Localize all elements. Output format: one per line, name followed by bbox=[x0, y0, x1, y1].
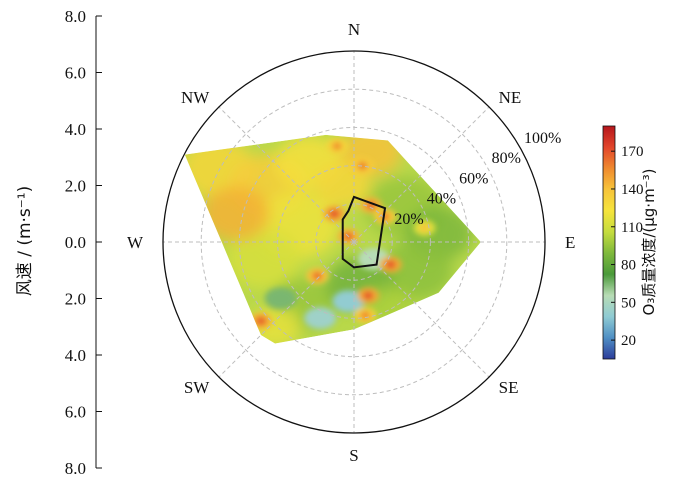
field-patch bbox=[379, 240, 453, 300]
y-tick-label: 8.0 bbox=[65, 459, 86, 478]
ring-label: 40% bbox=[427, 191, 456, 208]
field-patch bbox=[227, 229, 301, 289]
hotspot bbox=[385, 260, 396, 269]
direction-label: N bbox=[348, 20, 360, 39]
field-patch bbox=[201, 186, 270, 241]
grid-ring bbox=[277, 165, 431, 319]
direction-label: E bbox=[565, 233, 575, 252]
direction-label: NE bbox=[499, 88, 522, 107]
ring-label: 20% bbox=[394, 211, 423, 228]
low-spot bbox=[264, 287, 297, 310]
hotspot bbox=[363, 291, 374, 300]
y-tick-label: 6.0 bbox=[65, 64, 86, 83]
colorbar-tick-label: 110 bbox=[621, 220, 643, 236]
colorbar: 20 50 80 110 140 170 O₃质量浓度/(μg·m⁻³) bbox=[602, 125, 658, 360]
ring-label: 80% bbox=[492, 150, 521, 167]
direction-label: S bbox=[349, 446, 358, 465]
concentration-field bbox=[184, 134, 481, 344]
grid-spoke bbox=[218, 106, 355, 243]
y-tick-label: 2.0 bbox=[65, 290, 86, 309]
hotspot bbox=[419, 223, 430, 232]
colorbar-tick-label: 20 bbox=[621, 333, 636, 349]
direction-label: SE bbox=[499, 378, 519, 397]
ring-label: 60% bbox=[459, 170, 488, 187]
grid-spoke bbox=[353, 106, 490, 243]
ring-label: 100% bbox=[524, 130, 561, 147]
y-tick-label: 6.0 bbox=[65, 403, 86, 422]
direction-label: NW bbox=[181, 88, 210, 107]
y-tick-label: 4.0 bbox=[65, 346, 86, 365]
polar-grid bbox=[163, 51, 545, 433]
y-axis: 8.0 6.0 4.0 2.0 0.0 2.0 4.0 6.0 8.0 风速 / (m·s⁻¹) bbox=[15, 7, 102, 478]
grid-spoke bbox=[218, 241, 355, 378]
y-axis-title: 风速 / (m·s⁻¹) bbox=[15, 186, 35, 296]
low-spot bbox=[304, 307, 337, 330]
colorbar-title: O₃质量浓度/(μg·m⁻³) bbox=[640, 169, 658, 316]
hotspot bbox=[329, 209, 340, 218]
outer-ring bbox=[162, 50, 546, 434]
y-tick-label: 0.0 bbox=[65, 233, 86, 252]
colorbar-tick-label: 140 bbox=[621, 182, 644, 198]
hotspot bbox=[360, 311, 371, 320]
ring-labels: 20%40%60%80%100% bbox=[394, 130, 561, 228]
colorbar-tick-label: 170 bbox=[621, 144, 644, 160]
low-spot bbox=[332, 290, 365, 313]
direction-label: W bbox=[127, 233, 144, 252]
grid-ring bbox=[200, 88, 508, 396]
field-patch bbox=[249, 306, 301, 344]
contour-outline bbox=[341, 195, 387, 269]
y-tick-label: 4.0 bbox=[65, 120, 86, 139]
colorbar-tick-label: 80 bbox=[621, 258, 636, 274]
colorbar-tick-label: 50 bbox=[621, 295, 636, 311]
colorbar-gradient bbox=[602, 125, 616, 360]
y-tick-label: 2.0 bbox=[65, 177, 86, 196]
hotspot bbox=[255, 316, 266, 325]
direction-label: SW bbox=[184, 378, 210, 397]
y-tick-label: 8.0 bbox=[65, 7, 86, 26]
hotspot bbox=[332, 142, 343, 151]
direction-labels: N NE E SE S SW W NW bbox=[127, 20, 575, 465]
hotspot bbox=[312, 271, 323, 280]
